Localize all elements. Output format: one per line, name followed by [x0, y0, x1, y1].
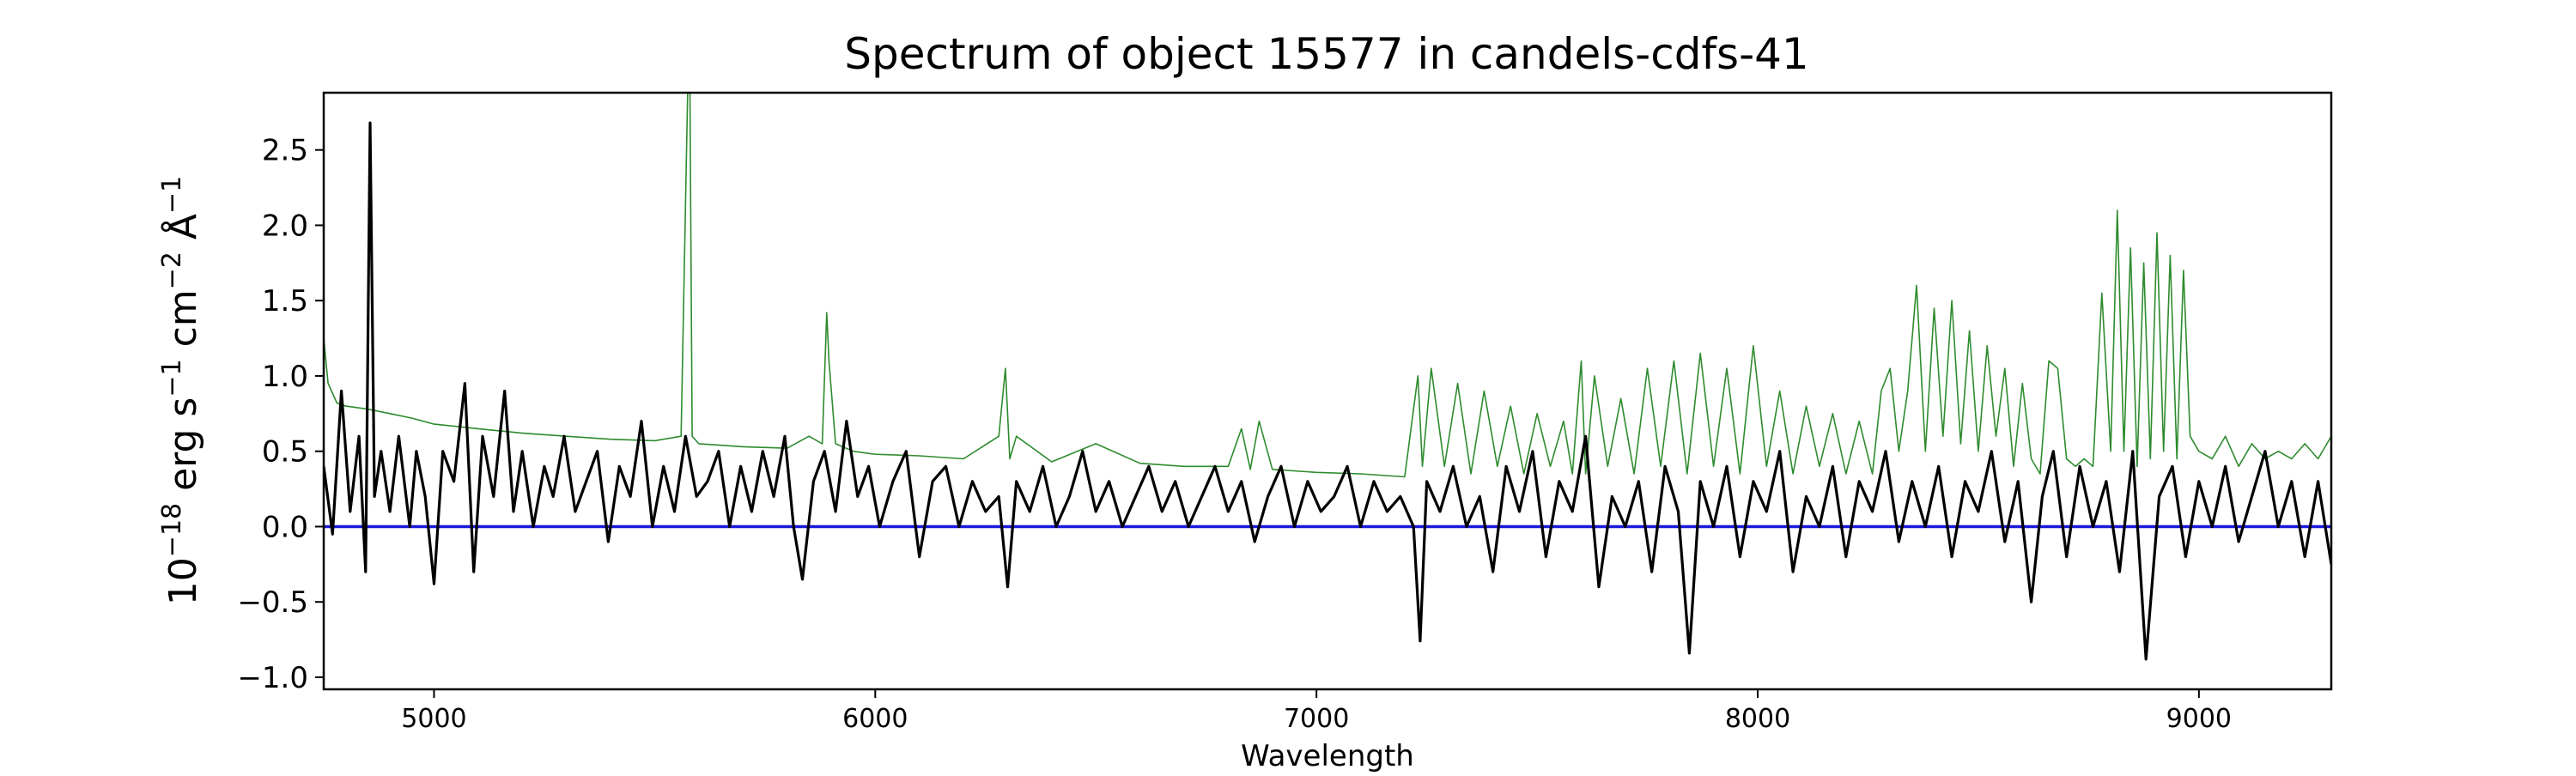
- y-axis-label-unit2: cm: [161, 289, 205, 359]
- y-tick-label: 1.5: [262, 284, 308, 318]
- y-axis-label-unit1: erg s: [161, 397, 205, 503]
- y-tick-label: 2.5: [262, 134, 308, 168]
- y-axis-label-exp1: −1: [157, 359, 187, 397]
- y-axis-label-prefix: 10: [161, 557, 205, 605]
- y-axis-label-exp: −18: [157, 503, 187, 557]
- y-tick-label: 2.0: [262, 209, 308, 243]
- x-tick-label: 9000: [2166, 704, 2232, 734]
- x-tick-label: 5000: [401, 704, 466, 734]
- y-axis-label-exp3: −1: [157, 176, 187, 214]
- x-tick-label: 6000: [842, 704, 908, 734]
- y-tick-label: 0.0: [262, 510, 308, 544]
- series-layer: [324, 93, 2331, 661]
- x-tick-label: 8000: [1725, 704, 1790, 734]
- y-tick-label: −1.0: [237, 661, 308, 695]
- y-axis-label: 10−18 erg s−1 cm−2 Å−1: [157, 176, 205, 605]
- y-tick-label: 1.0: [262, 360, 308, 394]
- y-tick-label: −0.5: [237, 585, 308, 620]
- y-axis: −1.0 −0.5 0.0 0.5 1.0 1.5 2.0 2.5: [237, 134, 324, 695]
- x-axis: 5000 6000 7000 8000 9000: [401, 689, 2232, 734]
- chart-title: Spectrum of object 15577 in candels-cdfs…: [844, 29, 1809, 79]
- y-axis-label-unit3: Å: [160, 214, 205, 252]
- plot-frame: [322, 91, 2333, 691]
- error-series-line: [324, 93, 2331, 478]
- y-tick-label: 0.5: [262, 435, 308, 470]
- flux-series-line: [324, 121, 2331, 661]
- y-axis-label-exp2: −2: [157, 252, 187, 289]
- x-tick-label: 7000: [1284, 704, 1349, 734]
- x-axis-label: Wavelength: [1241, 739, 1414, 773]
